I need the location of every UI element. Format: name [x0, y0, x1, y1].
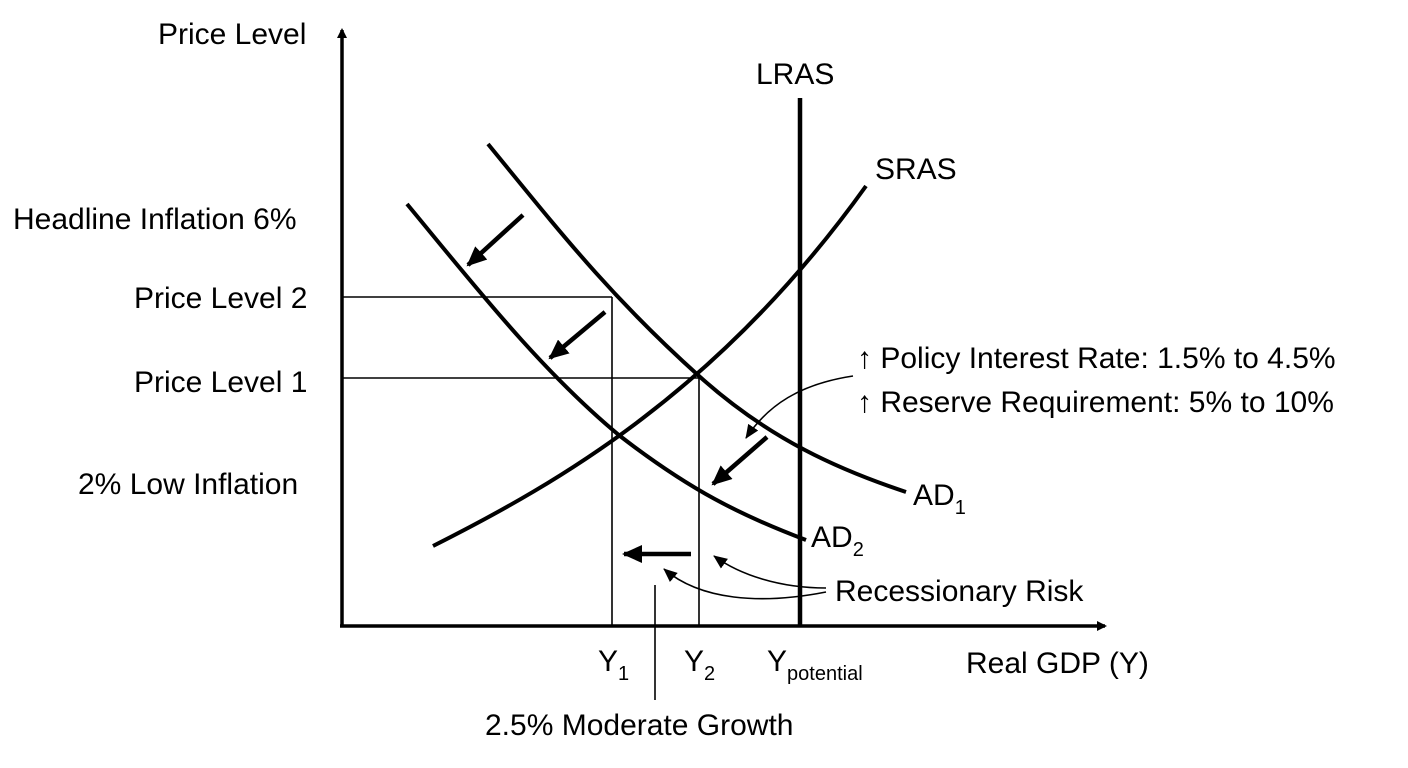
- low-inflation-label: 2% Low Inflation: [78, 468, 298, 501]
- policy-callout-arrow: [745, 375, 854, 439]
- reserve-requirement-annotation: ↑ Reserve Requirement: 5% to 10%: [857, 386, 1334, 419]
- shift-arrow-2: [548, 310, 607, 360]
- y-potential-label: Ypotential: [767, 645, 863, 685]
- shift-arrow-3: [711, 435, 769, 486]
- x-axis-label: Real GDP (Y): [966, 647, 1149, 680]
- risk-callout-arrow-2: [663, 568, 827, 600]
- sras-curve: [432, 184, 868, 548]
- lras-label: LRAS: [756, 58, 834, 91]
- ad1-curve: [486, 142, 907, 494]
- price-level-1-label: Price Level 1: [134, 366, 307, 399]
- y2-label: Y2: [684, 645, 715, 685]
- ad1-label: AD1: [913, 479, 966, 519]
- y1-label: Y1: [598, 645, 629, 685]
- y-axis-label: Price Level: [158, 18, 306, 51]
- recessionary-risk-annotation: Recessionary Risk: [835, 575, 1084, 608]
- ad2-label: AD2: [811, 521, 864, 561]
- risk-callout-arrow-1: [713, 555, 827, 589]
- sras-label: SRAS: [875, 153, 957, 186]
- price-level-2-label: Price Level 2: [134, 282, 307, 315]
- policy-rate-annotation: ↑ Policy Interest Rate: 1.5% to 4.5%: [857, 342, 1336, 375]
- headline-inflation-label: Headline Inflation 6%: [13, 203, 297, 236]
- moderate-growth-annotation: 2.5% Moderate Growth: [485, 709, 793, 742]
- ad2-curve: [405, 202, 807, 542]
- shift-arrow-1: [466, 213, 525, 267]
